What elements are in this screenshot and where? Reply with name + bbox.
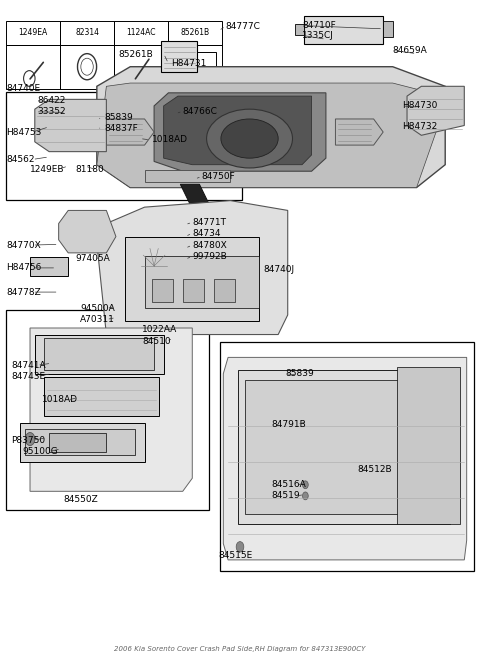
FancyBboxPatch shape [397,367,459,524]
FancyBboxPatch shape [295,24,304,35]
Text: 33352: 33352 [37,108,66,116]
FancyBboxPatch shape [238,371,450,524]
Text: 1249EB: 1249EB [30,165,64,174]
FancyBboxPatch shape [49,432,107,452]
Text: 84550Z: 84550Z [63,495,98,504]
Text: 84516A: 84516A [271,480,306,489]
Text: 84519: 84519 [271,491,300,501]
Text: 84778Z: 84778Z [6,287,41,297]
Ellipse shape [221,119,278,158]
Polygon shape [154,93,326,171]
FancyBboxPatch shape [21,422,144,462]
Text: H84753: H84753 [6,127,42,136]
Text: 1335CJ: 1335CJ [302,31,334,40]
Circle shape [302,481,308,489]
Circle shape [302,492,308,500]
FancyBboxPatch shape [152,279,173,302]
Text: A70311: A70311 [80,315,115,324]
FancyBboxPatch shape [383,21,393,37]
Polygon shape [35,99,107,152]
Text: 97405A: 97405A [75,254,110,262]
Text: 84777C: 84777C [226,22,261,31]
Text: 84771T: 84771T [192,218,226,227]
FancyBboxPatch shape [125,237,259,321]
Polygon shape [97,83,445,188]
Text: 84710F: 84710F [302,21,336,30]
Polygon shape [97,201,288,335]
Text: 84780X: 84780X [192,241,227,249]
Polygon shape [97,67,445,188]
Text: H84756: H84756 [6,264,42,272]
Text: 95100G: 95100G [23,447,59,456]
Text: 1124AC: 1124AC [126,28,156,37]
Ellipse shape [206,109,292,168]
Text: 84837F: 84837F [104,123,138,133]
Text: 85261B: 85261B [118,51,153,60]
Text: 86422: 86422 [37,96,66,105]
FancyBboxPatch shape [304,16,383,44]
FancyBboxPatch shape [161,41,197,72]
Text: 82314: 82314 [75,28,99,37]
Text: 84659A: 84659A [393,46,428,55]
FancyBboxPatch shape [44,338,154,371]
Text: 1249EA: 1249EA [19,28,48,37]
Text: H84731: H84731 [171,59,206,68]
FancyBboxPatch shape [245,380,441,514]
Text: 84510: 84510 [142,337,171,346]
Polygon shape [59,211,116,253]
Text: 1022AA: 1022AA [142,325,178,335]
FancyBboxPatch shape [183,279,204,302]
Polygon shape [30,328,192,491]
Polygon shape [223,358,467,560]
Text: 84740E: 84740E [6,85,40,93]
Text: 2006 Kia Sorento Cover Crash Pad Side,RH Diagram for 847313E900CY: 2006 Kia Sorento Cover Crash Pad Side,RH… [114,646,366,652]
Text: 85839: 85839 [104,113,133,122]
FancyBboxPatch shape [25,429,135,455]
Polygon shape [336,119,383,145]
Text: 84562: 84562 [6,155,35,164]
Text: 84512B: 84512B [357,465,392,474]
Text: 84741A: 84741A [11,361,46,370]
Text: P83750: P83750 [11,436,45,445]
Polygon shape [144,170,230,182]
Text: 85839: 85839 [285,369,314,379]
Polygon shape [180,184,209,204]
Polygon shape [107,119,154,145]
FancyBboxPatch shape [214,279,235,302]
Text: 1018AD: 1018AD [42,396,78,404]
Text: 84770X: 84770X [6,241,41,249]
Text: H84730: H84730 [402,102,438,110]
Polygon shape [407,87,464,135]
Circle shape [25,432,35,445]
Text: 84734: 84734 [192,229,221,237]
Text: 94500A: 94500A [80,304,115,313]
FancyBboxPatch shape [35,335,164,374]
Text: 84740J: 84740J [264,265,295,274]
Text: 85261B: 85261B [180,28,209,37]
Circle shape [236,542,244,552]
Text: 81180: 81180 [75,165,104,174]
Polygon shape [164,96,312,165]
FancyBboxPatch shape [144,256,259,308]
Text: 84515E: 84515E [218,551,253,560]
Text: 84743E: 84743E [11,372,45,381]
Text: 84791B: 84791B [271,420,306,428]
FancyBboxPatch shape [30,257,68,276]
Text: H84732: H84732 [402,122,437,131]
Text: 84750F: 84750F [202,172,236,181]
Text: 99792B: 99792B [192,252,227,260]
Text: 84766C: 84766C [183,107,217,115]
Text: 1018AD: 1018AD [152,135,188,144]
FancyBboxPatch shape [44,377,159,416]
